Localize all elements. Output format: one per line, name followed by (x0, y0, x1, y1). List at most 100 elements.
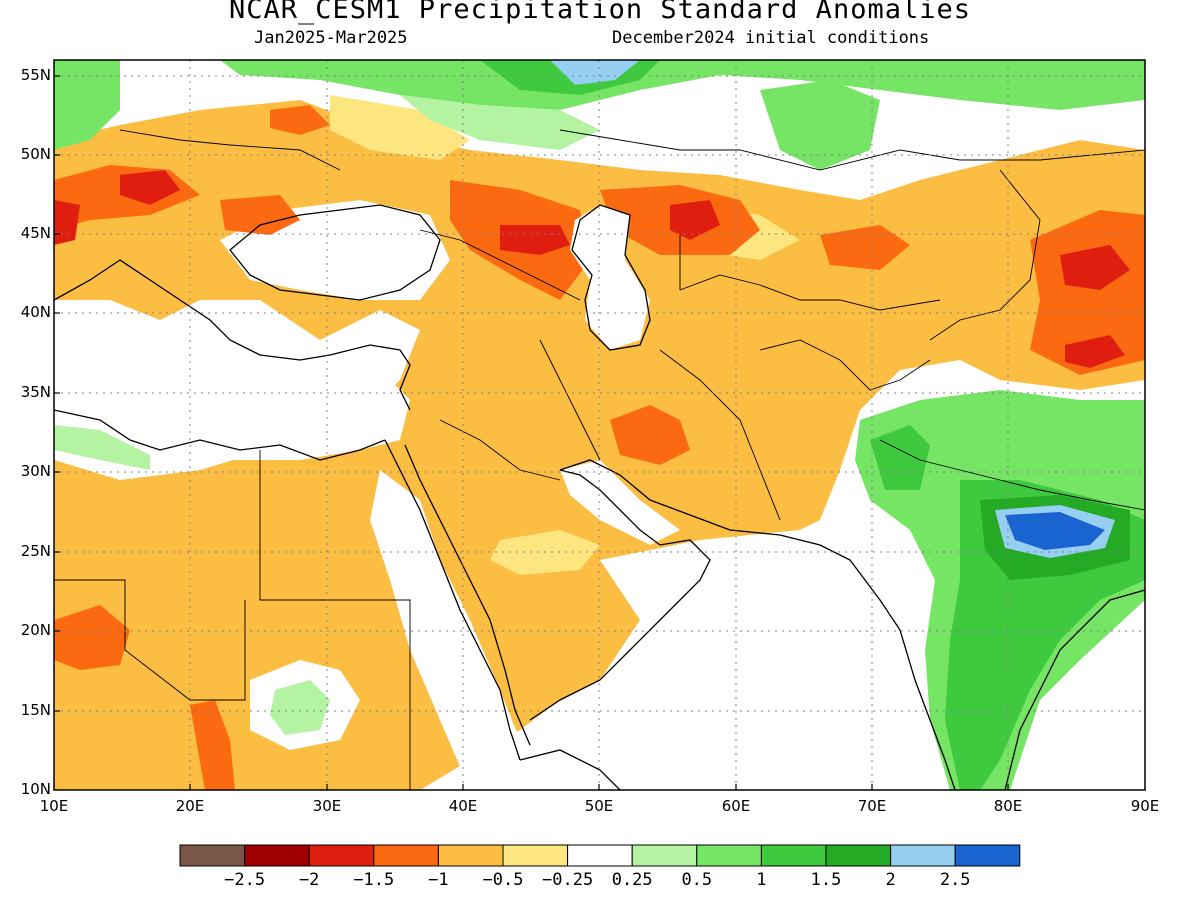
colorbar-label-2: −1.5 (353, 870, 395, 890)
colorbar-label-7: 0.5 (681, 870, 713, 890)
forecast-period: Jan2025-Mar2025 (254, 28, 408, 48)
border-13 (929, 169, 1041, 341)
borders (54, 129, 1145, 790)
anomaly-orange-ro (220, 195, 300, 235)
lat-label-10n: 10N (20, 780, 51, 798)
anomaly-red-china2 (1065, 335, 1125, 368)
coast-persian-gulf (529, 469, 711, 721)
lon-label-90e: 90E (1130, 797, 1160, 815)
anomaly-orange-africa-w (54, 605, 130, 670)
anomaly-green-sudan (270, 680, 330, 735)
anomaly-green-eu (54, 60, 120, 150)
border-2 (54, 579, 246, 701)
coast-red-sea (384, 439, 521, 761)
border-4 (539, 339, 601, 461)
coast-med-north (54, 259, 411, 411)
border-8 (879, 439, 1145, 511)
anomaly-fields (54, 60, 1145, 790)
colorbar-swatch-3 (373, 844, 439, 867)
anomaly-blue-india (1005, 512, 1105, 550)
coast-iran-south (559, 459, 956, 790)
lon-label-80e: 80E (993, 797, 1023, 815)
border-11 (119, 129, 341, 171)
anomaly-green-iran-n (54, 425, 150, 470)
colorbar-swatch-2 (308, 844, 375, 867)
lat-label-15n: 15N (20, 701, 51, 719)
colorbar-swatch-12 (954, 844, 1021, 867)
anomaly-yellow-n (330, 95, 470, 160)
anomaly-red-alps (120, 170, 180, 205)
coast-north-africa (54, 409, 386, 461)
colorbar-label-6: 0.25 (611, 870, 653, 890)
lat-label-40n: 40N (20, 303, 51, 321)
lon-label-30e: 30E (312, 797, 342, 815)
lon-label-20e: 20E (175, 797, 205, 815)
anomaly-orange-iran (610, 405, 690, 465)
lon-label-50e: 50E (584, 797, 614, 815)
colorbar-label-0: −2.5 (224, 870, 266, 890)
axis-ticks (54, 75, 1009, 790)
gridlines (54, 60, 1145, 790)
anomaly-red-italy (54, 200, 80, 245)
border-5 (659, 349, 781, 521)
anomaly-green-ru (760, 80, 880, 170)
lat-label-25n: 25N (20, 542, 51, 560)
anomaly-white-redsea (370, 470, 520, 790)
colorbar-swatch-7 (631, 844, 698, 867)
colorbar-label-10: 2 (885, 870, 896, 890)
colorbar-label-9: 1.5 (810, 870, 842, 890)
lon-label-10e: 10E (39, 797, 69, 815)
colorbar-swatch-9 (760, 844, 827, 867)
anomaly-green-pak (870, 425, 930, 490)
anomaly-red-china1 (1060, 245, 1130, 290)
anomaly-green-light-north (400, 95, 600, 150)
anomaly-orange-4 (820, 225, 910, 270)
border-6 (759, 339, 931, 391)
lat-label-50n: 50N (20, 145, 51, 163)
anomaly-orange-ukr (270, 105, 330, 135)
anomaly-orange-eth (190, 700, 235, 790)
colorbar-swatch-5 (502, 844, 569, 867)
colorbar-swatch-0 (179, 844, 246, 867)
initial-conditions: December2024 initial conditions (612, 28, 930, 48)
anomaly-blue-north (550, 60, 640, 85)
border-12 (559, 129, 1145, 171)
anomaly-green-north (220, 60, 1145, 110)
anomaly-white-arabian (560, 520, 960, 790)
colorbar (179, 844, 1021, 867)
border-7 (679, 274, 941, 311)
lon-label-70e: 70E (857, 797, 887, 815)
colorbar-swatch-10 (825, 844, 892, 867)
lat-label-55n: 55N (20, 66, 51, 84)
colorbar-swatch-6 (567, 844, 633, 867)
colorbar-label-1: −2 (298, 870, 320, 890)
colorbar-swatch-11 (890, 844, 956, 867)
map-title: NCAR_CESM1 Precipitation Standard Anomal… (229, 0, 971, 25)
border-3 (439, 419, 561, 481)
colorbar-swatch-4 (437, 844, 504, 867)
anomaly-white-persian (560, 460, 680, 545)
colorbar-swatch-1 (244, 844, 310, 867)
border-10 (419, 229, 581, 301)
lat-label-30n: 30N (20, 462, 51, 480)
coast-india-east (1004, 589, 1145, 790)
border-1 (259, 450, 411, 790)
colorbar-label-4: −0.5 (482, 870, 524, 890)
lat-label-45n: 45N (20, 224, 51, 242)
colorbar-label-8: 1 (756, 870, 767, 890)
anomaly-orange-china (1030, 210, 1145, 375)
colorbar-swatch-8 (696, 844, 762, 867)
lat-label-20n: 20N (20, 621, 51, 639)
lat-label-35n: 35N (20, 383, 51, 401)
colorbar-label-11: 2.5 (939, 870, 971, 890)
coast-africa-horn (519, 749, 621, 790)
coastlines (54, 204, 1145, 790)
anomaly-red-2 (670, 200, 720, 240)
lon-label-40e: 40E (448, 797, 478, 815)
colorbar-label-5: −0.25 (542, 870, 594, 890)
coast-black-sea (229, 204, 441, 301)
anomaly-white-med (54, 320, 410, 460)
anomaly-red-1 (500, 225, 570, 255)
coast-caspian (571, 204, 651, 351)
